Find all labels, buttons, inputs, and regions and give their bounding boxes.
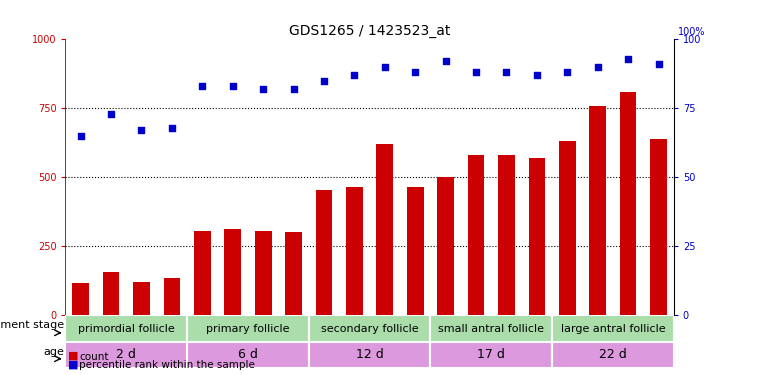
Bar: [65, 342, 187, 368]
Point: [379, 64, 391, 70]
Bar: [407, 187, 424, 315]
Bar: [552, 342, 674, 368]
Text: 2 d: 2 d: [116, 348, 136, 361]
Bar: [528, 158, 545, 315]
Bar: [552, 315, 674, 342]
Bar: [498, 155, 515, 315]
Bar: [194, 231, 211, 315]
Bar: [187, 315, 309, 342]
Bar: [316, 189, 333, 315]
Point: [652, 61, 665, 67]
Point: [409, 69, 421, 75]
Point: [348, 72, 360, 78]
Text: ■: ■: [68, 351, 79, 361]
Point: [318, 78, 330, 84]
Text: development stage: development stage: [0, 320, 65, 330]
Bar: [437, 177, 454, 315]
Text: 6 d: 6 d: [238, 348, 258, 361]
Bar: [255, 231, 272, 315]
Point: [196, 83, 209, 89]
Text: large antral follicle: large antral follicle: [561, 324, 665, 334]
Point: [470, 69, 482, 75]
Point: [440, 58, 452, 64]
Text: ■: ■: [68, 359, 79, 369]
Point: [622, 56, 634, 62]
Bar: [559, 141, 576, 315]
Bar: [377, 144, 393, 315]
Bar: [72, 283, 89, 315]
Point: [166, 124, 178, 130]
Point: [75, 133, 87, 139]
Bar: [309, 342, 430, 368]
Bar: [650, 139, 667, 315]
Text: 12 d: 12 d: [356, 348, 383, 361]
Text: age: age: [44, 347, 65, 357]
Bar: [430, 315, 552, 342]
Bar: [133, 282, 150, 315]
Bar: [589, 105, 606, 315]
Point: [287, 86, 300, 92]
Point: [591, 64, 604, 70]
Point: [105, 111, 117, 117]
Text: count: count: [79, 352, 109, 362]
Bar: [620, 92, 637, 315]
Bar: [285, 232, 302, 315]
Text: percentile rank within the sample: percentile rank within the sample: [79, 360, 255, 370]
Point: [531, 72, 543, 78]
Bar: [187, 342, 309, 368]
Text: 17 d: 17 d: [477, 348, 505, 361]
Bar: [430, 342, 552, 368]
Text: primordial follicle: primordial follicle: [78, 324, 175, 334]
Bar: [309, 315, 430, 342]
Title: GDS1265 / 1423523_at: GDS1265 / 1423523_at: [289, 24, 450, 38]
Point: [561, 69, 574, 75]
Bar: [224, 230, 241, 315]
Text: secondary follicle: secondary follicle: [321, 324, 418, 334]
Bar: [102, 272, 119, 315]
Text: primary follicle: primary follicle: [206, 324, 290, 334]
Text: 100%: 100%: [678, 27, 705, 37]
Point: [500, 69, 513, 75]
Bar: [346, 187, 363, 315]
Text: 22 d: 22 d: [599, 348, 627, 361]
Point: [257, 86, 270, 92]
Point: [226, 83, 239, 89]
Text: small antral follicle: small antral follicle: [438, 324, 544, 334]
Bar: [163, 278, 180, 315]
Bar: [65, 315, 187, 342]
Bar: [467, 155, 484, 315]
Point: [136, 127, 148, 133]
